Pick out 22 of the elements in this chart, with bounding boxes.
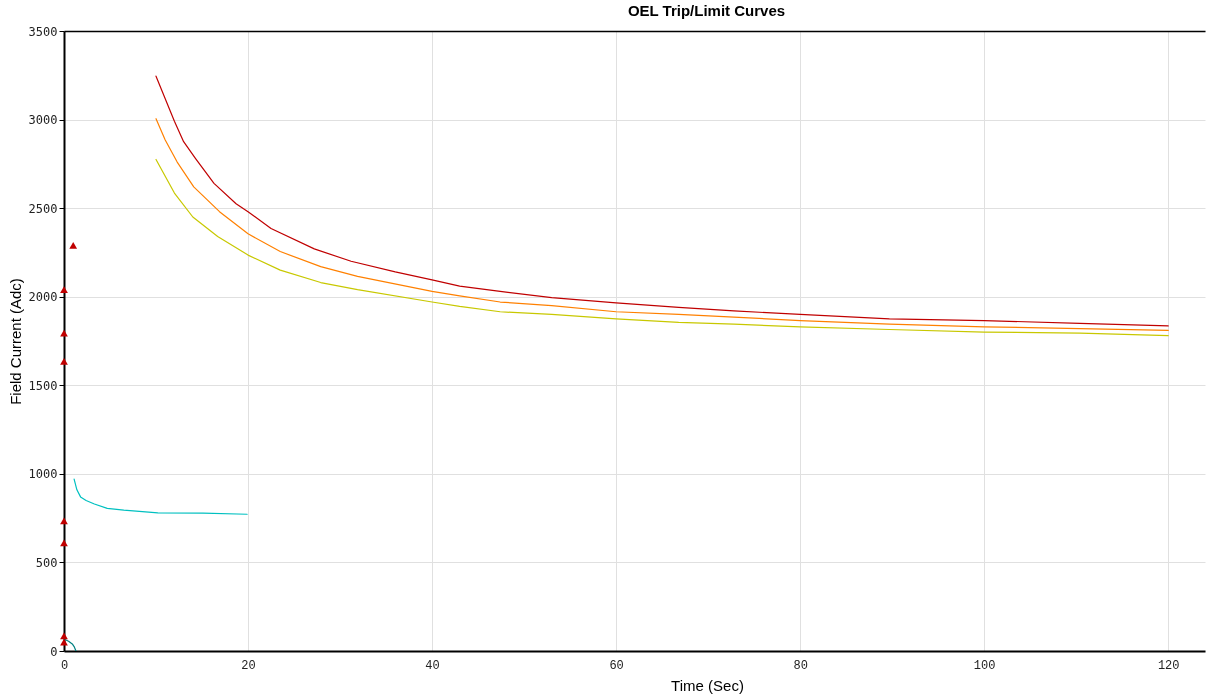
line-series xyxy=(155,75,1169,327)
y-tick-label: 2500 xyxy=(28,201,58,216)
x-tick-label: 120 xyxy=(1157,658,1180,673)
line-series xyxy=(155,158,1169,337)
y-tick-label: 1500 xyxy=(28,378,58,393)
y-tick-label: 500 xyxy=(35,555,58,570)
y-axis-title: Field Current (Adc) xyxy=(6,278,24,405)
y-tick-label: 3000 xyxy=(28,113,58,128)
x-axis-title: Time (Sec) xyxy=(671,676,744,694)
y-tick-label: 0 xyxy=(50,644,58,659)
x-tick-label: 20 xyxy=(241,658,256,673)
x-tick-label: 60 xyxy=(609,658,624,673)
x-tick-label: 0 xyxy=(60,658,69,673)
line-series xyxy=(155,118,1169,331)
x-tick-label: 40 xyxy=(425,658,440,673)
x-tick-label: 100 xyxy=(973,658,996,673)
chart-title: OEL Trip/Limit Curves xyxy=(627,2,786,19)
line-series xyxy=(73,478,248,515)
y-tick-label: 1000 xyxy=(28,467,58,482)
y-tick-label: 2000 xyxy=(28,290,58,305)
x-tick-label: 80 xyxy=(793,658,808,673)
y-tick-label: 3500 xyxy=(28,24,58,39)
